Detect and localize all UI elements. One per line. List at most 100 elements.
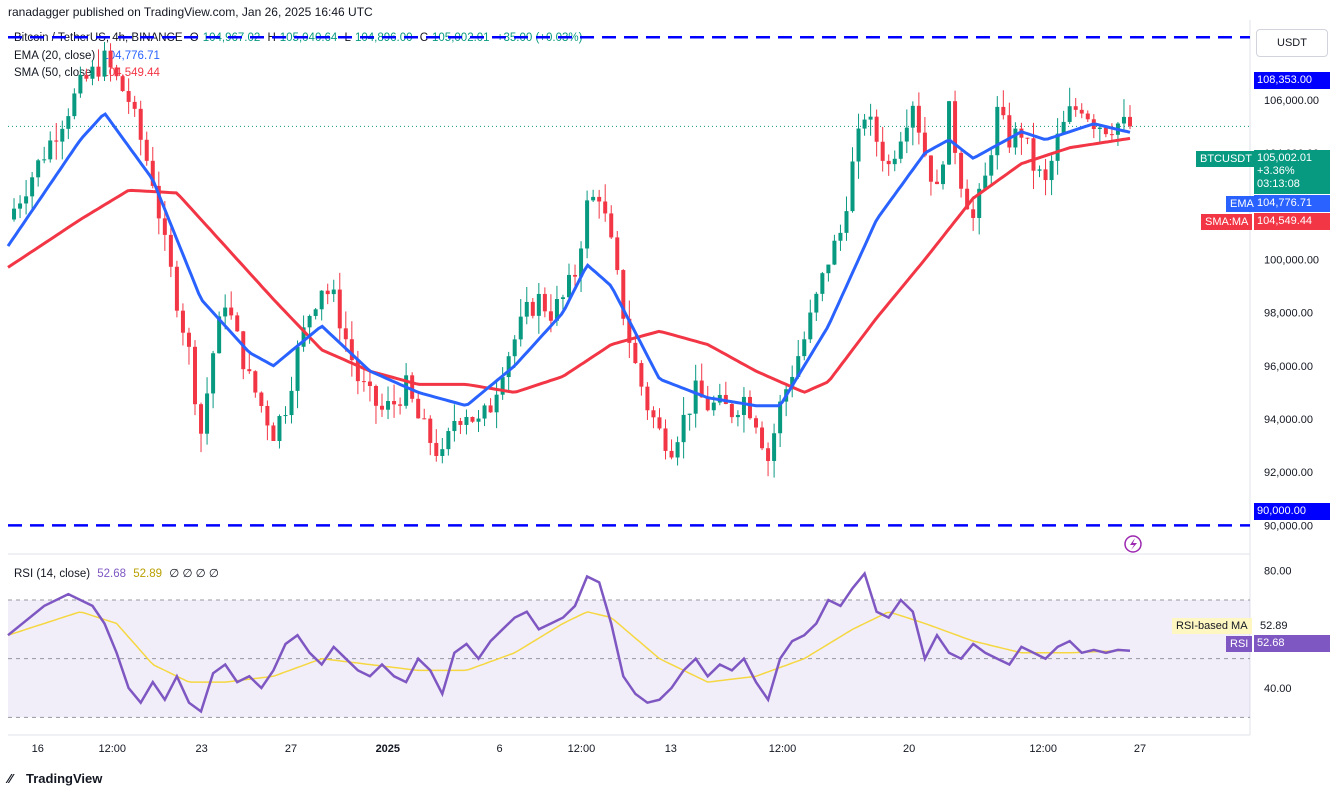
candle-body bbox=[609, 213, 614, 238]
price-tick-label-7: 94,000.00 bbox=[1264, 414, 1313, 426]
candle-body bbox=[108, 50, 113, 68]
candle-body bbox=[54, 140, 59, 142]
candle-body bbox=[663, 428, 668, 451]
ema-legend[interactable]: EMA (20, close) 104,776.71 bbox=[14, 50, 164, 62]
candle-body bbox=[283, 415, 288, 417]
candle-body bbox=[687, 413, 692, 415]
candle-body bbox=[84, 74, 89, 79]
candle-body bbox=[989, 155, 994, 176]
rsi-legend-label: RSI (14, close) bbox=[14, 568, 91, 580]
candle-body bbox=[615, 237, 620, 271]
candle-body bbox=[862, 119, 867, 129]
candle-body bbox=[705, 397, 710, 411]
candle-body bbox=[30, 177, 35, 197]
candle-body bbox=[1103, 127, 1108, 135]
tradingview-logo[interactable]: ⁄⁄ TradingView bbox=[8, 771, 102, 786]
candle-body bbox=[585, 200, 590, 249]
candle-body bbox=[760, 427, 765, 449]
candle-body bbox=[114, 67, 119, 77]
candle-body bbox=[856, 128, 861, 162]
candle-body bbox=[633, 342, 638, 364]
candle-body bbox=[953, 101, 958, 153]
candle-body bbox=[910, 105, 915, 128]
candle-body bbox=[729, 404, 734, 418]
candle-body bbox=[1109, 134, 1114, 136]
time-tick-label-10: 12:00 bbox=[1029, 743, 1057, 755]
candle-body bbox=[591, 196, 596, 201]
candle-body bbox=[223, 307, 228, 317]
candle-body bbox=[150, 160, 155, 186]
rsi-ma-line bbox=[7, 611, 1131, 683]
candle-body bbox=[373, 385, 378, 406]
support-price-tag: 90,000.00 bbox=[1254, 503, 1330, 520]
candle-body bbox=[476, 418, 481, 422]
price-tick-label-4: 100,000.00 bbox=[1264, 254, 1319, 266]
candle-body bbox=[307, 315, 312, 328]
rsi-legend[interactable]: RSI (14, close) 52.68 52.89 ∅ ∅ ∅ ∅ bbox=[14, 566, 223, 580]
candle-body bbox=[621, 270, 626, 319]
candle-body bbox=[380, 405, 384, 410]
candle-body bbox=[627, 318, 632, 343]
candle-body bbox=[199, 404, 204, 434]
time-tick-label-8: 12:00 bbox=[769, 743, 797, 755]
price-tick-label-6: 96,000.00 bbox=[1264, 361, 1313, 373]
candle-body bbox=[343, 328, 348, 340]
candle-body bbox=[180, 310, 185, 333]
currency-selector[interactable]: USDT bbox=[1256, 29, 1328, 57]
candle-body bbox=[579, 248, 584, 277]
sma-price-tag: 104,549.44 bbox=[1254, 213, 1330, 230]
candle-body bbox=[928, 155, 933, 182]
candle-body bbox=[983, 175, 988, 189]
candle-body bbox=[132, 101, 137, 109]
candle-body bbox=[959, 152, 964, 189]
candle-body bbox=[66, 116, 71, 129]
rsi-tick-label-1: 40.00 bbox=[1264, 683, 1292, 695]
candle-body bbox=[422, 418, 427, 420]
candle-body bbox=[410, 375, 415, 399]
candle-body bbox=[482, 405, 487, 419]
time-tick-label-2: 23 bbox=[196, 743, 208, 755]
tradingview-brand: TradingView bbox=[26, 771, 103, 786]
time-tick-label-0: 16 bbox=[32, 743, 44, 755]
lightning-icon bbox=[1124, 535, 1142, 553]
candle-body bbox=[573, 274, 578, 277]
candle-body bbox=[494, 394, 499, 413]
candle-body bbox=[349, 339, 354, 361]
candle-body bbox=[603, 201, 608, 214]
ema-price-value: 104,776.71 bbox=[1257, 197, 1313, 209]
candle-body bbox=[814, 293, 819, 313]
candle-body bbox=[711, 402, 716, 411]
candle-body bbox=[808, 312, 813, 340]
candle-body bbox=[826, 264, 831, 274]
candle-body bbox=[778, 401, 783, 434]
candle-body bbox=[971, 209, 976, 218]
candle-body bbox=[1037, 169, 1042, 171]
candle-body bbox=[1049, 160, 1054, 181]
candle-body bbox=[524, 301, 529, 317]
candle-body bbox=[747, 396, 752, 419]
time-tick-label-6: 12:00 bbox=[568, 743, 596, 755]
candle-body bbox=[874, 116, 879, 142]
last-price-value: 105,002.01 bbox=[1257, 152, 1313, 164]
candle-body bbox=[156, 185, 161, 219]
candle-body bbox=[12, 208, 17, 220]
candle-body bbox=[567, 274, 571, 298]
candle-body bbox=[126, 91, 131, 102]
last-price-tag: 105,002.01 +3.36% 03:13:08 bbox=[1254, 150, 1330, 194]
candle-body bbox=[820, 273, 825, 294]
lightning-icon-glyph bbox=[1130, 538, 1137, 550]
symbol-tag: BTCUSDT bbox=[1196, 151, 1256, 167]
candle-body bbox=[331, 289, 336, 295]
candle-body bbox=[416, 398, 421, 419]
candle-body bbox=[24, 196, 29, 204]
candle-body bbox=[174, 266, 179, 311]
candle-body bbox=[741, 396, 746, 415]
ema-price-tag: 104,776.71 bbox=[1254, 195, 1330, 212]
candle-body bbox=[1067, 106, 1072, 122]
candle-body bbox=[669, 450, 674, 458]
candle-body bbox=[1031, 138, 1036, 171]
candle-body bbox=[96, 66, 101, 77]
candle-body bbox=[1055, 133, 1060, 161]
candle-body bbox=[386, 401, 391, 410]
